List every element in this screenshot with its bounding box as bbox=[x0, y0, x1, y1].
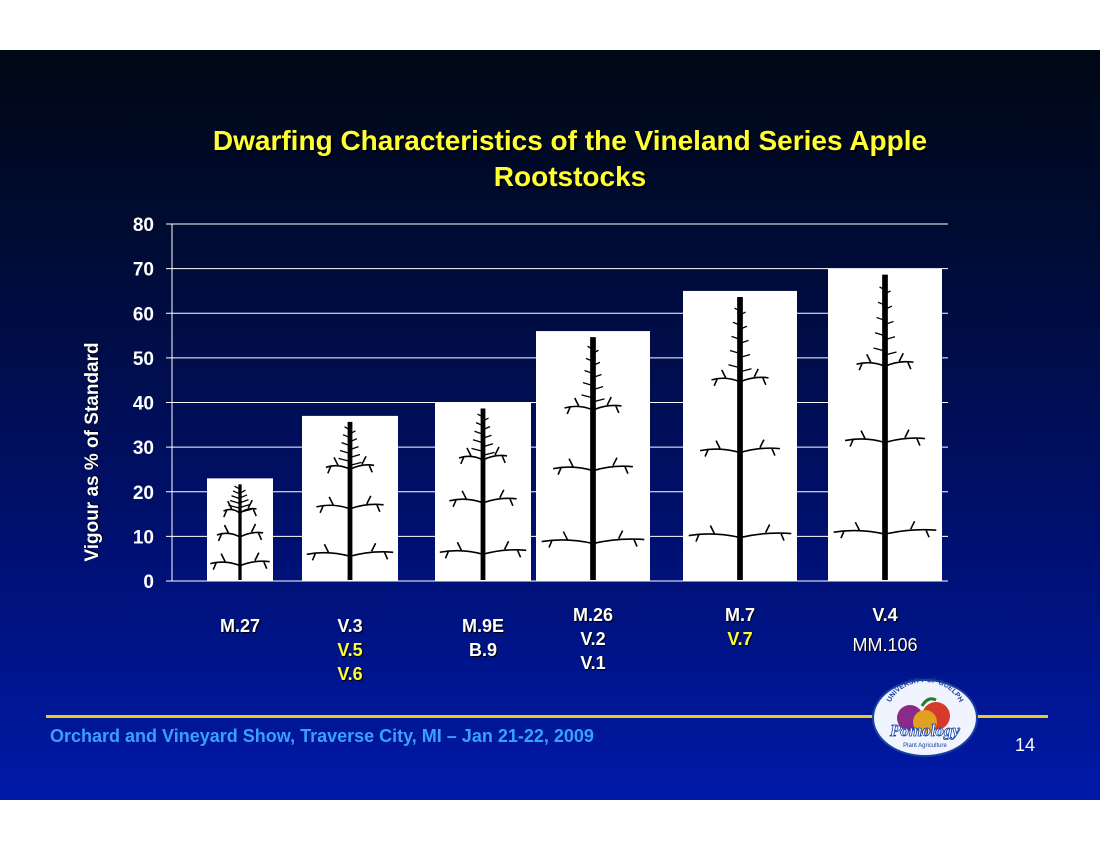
category-line: M.7 bbox=[724, 605, 755, 625]
tree-branches bbox=[316, 495, 384, 514]
y-tick-label: 20 bbox=[133, 483, 154, 504]
footer-text: Orchard and Vineyard Show, Traverse City… bbox=[50, 726, 594, 746]
tree-twig bbox=[228, 504, 252, 513]
page-number: 14 bbox=[1015, 735, 1036, 755]
tree-twig bbox=[879, 286, 891, 295]
tree-twig bbox=[729, 349, 751, 359]
tree-twig bbox=[477, 413, 489, 422]
tree-twig bbox=[585, 357, 601, 366]
title-line-1: Dwarfing Characteristics of the Vineland… bbox=[212, 125, 928, 156]
tree-twig bbox=[728, 364, 752, 373]
tree-branches bbox=[449, 489, 517, 508]
tree-twig bbox=[342, 434, 358, 443]
tree-branches bbox=[216, 523, 264, 542]
tree-branches bbox=[856, 352, 914, 371]
category-line: MM.106 bbox=[852, 635, 918, 655]
bar-group bbox=[536, 331, 650, 581]
tree-twig bbox=[587, 345, 599, 354]
tree-twig bbox=[475, 422, 491, 431]
tree-twig bbox=[229, 499, 251, 509]
tree-branches bbox=[711, 368, 769, 387]
tree-twig bbox=[232, 490, 248, 499]
bar-chart: 0 10 20 30 40 50 60 70 80 bbox=[133, 215, 948, 593]
tree-twig bbox=[231, 495, 249, 504]
x-category-label: V.3 V.5 V.6 bbox=[290, 614, 410, 686]
bar-group bbox=[207, 478, 273, 581]
y-tick-label: 70 bbox=[133, 260, 154, 281]
tree-branches bbox=[439, 540, 527, 559]
category-line: V.7 bbox=[727, 629, 753, 649]
footer-divider bbox=[46, 715, 1048, 718]
category-line: M.9E bbox=[461, 616, 504, 636]
category-line: M.27 bbox=[219, 616, 261, 636]
logo-main-text: Pomology bbox=[889, 721, 960, 740]
category-line: B.9 bbox=[468, 640, 497, 660]
y-axis-label: Vigour as % of Standard bbox=[82, 342, 103, 562]
tree-branches bbox=[564, 396, 622, 415]
tree-twig bbox=[474, 430, 492, 439]
pomology-logo-icon: UNIVERSITY OF GUELPH Pomology Plant Agri… bbox=[872, 678, 978, 757]
tree-twig bbox=[734, 307, 746, 316]
category-line: V.6 bbox=[337, 664, 363, 684]
category-line: V.5 bbox=[337, 640, 363, 660]
y-tick-label: 60 bbox=[133, 304, 154, 325]
x-category-label: M.26 V.2 V.1 bbox=[533, 603, 653, 675]
tree-branches bbox=[833, 520, 937, 539]
bar-group bbox=[302, 415, 398, 581]
y-tick-label: 10 bbox=[133, 527, 154, 548]
tree-twig bbox=[339, 449, 361, 459]
tree-twig bbox=[877, 301, 893, 310]
slide: Dwarfing Characteristics of the Vineland… bbox=[0, 50, 1100, 800]
y-tick-label: 30 bbox=[133, 438, 154, 459]
x-category-label: V.4 MM.106 bbox=[825, 603, 945, 657]
tree-twig bbox=[581, 394, 605, 403]
bar-group bbox=[683, 290, 797, 581]
tree-twig bbox=[732, 321, 748, 330]
tree-twig bbox=[338, 457, 362, 467]
tree-branches bbox=[552, 457, 633, 476]
y-tick-label: 50 bbox=[133, 349, 154, 370]
tree-branches bbox=[541, 530, 645, 548]
x-category-label: M.7 V.7 bbox=[680, 603, 800, 651]
tree-twig bbox=[731, 335, 749, 345]
tree-twig bbox=[234, 485, 246, 494]
tree-twig bbox=[341, 441, 359, 451]
tree-twig bbox=[471, 447, 495, 457]
tree-twig bbox=[582, 382, 604, 391]
tree-branches bbox=[325, 455, 375, 474]
tree-twig bbox=[472, 439, 494, 448]
tree-twig bbox=[874, 332, 896, 341]
x-category-label: M.9E B.9 bbox=[423, 614, 543, 662]
tree-branches bbox=[699, 439, 780, 457]
y-tick-label: 80 bbox=[133, 215, 154, 236]
bar-group bbox=[828, 268, 942, 581]
category-line: V.3 bbox=[337, 616, 363, 636]
category-line: M.26 bbox=[572, 605, 614, 625]
chart-title: Dwarfing Characteristics of the Vineland… bbox=[120, 123, 1020, 195]
category-line: V.1 bbox=[580, 653, 606, 673]
category-line: V.4 bbox=[872, 605, 898, 625]
title-line-2: Rootstocks bbox=[493, 161, 647, 192]
y-tick-label: 40 bbox=[133, 394, 154, 415]
tree-branches bbox=[458, 446, 508, 465]
bar-group bbox=[435, 402, 531, 581]
category-line: V.2 bbox=[580, 629, 606, 649]
tree-twig bbox=[344, 426, 356, 435]
tree-twig bbox=[876, 316, 894, 326]
tree-branches bbox=[306, 542, 394, 561]
tree-branches bbox=[844, 429, 925, 447]
logo-sub-text: Plant Agriculture bbox=[903, 743, 947, 749]
y-tick-label: 0 bbox=[143, 572, 154, 593]
tree-branches bbox=[210, 552, 270, 570]
tree-branches bbox=[688, 524, 792, 542]
x-category-label: M.27 bbox=[180, 614, 300, 638]
tree-twig bbox=[873, 347, 897, 356]
tree-twig bbox=[584, 369, 602, 379]
